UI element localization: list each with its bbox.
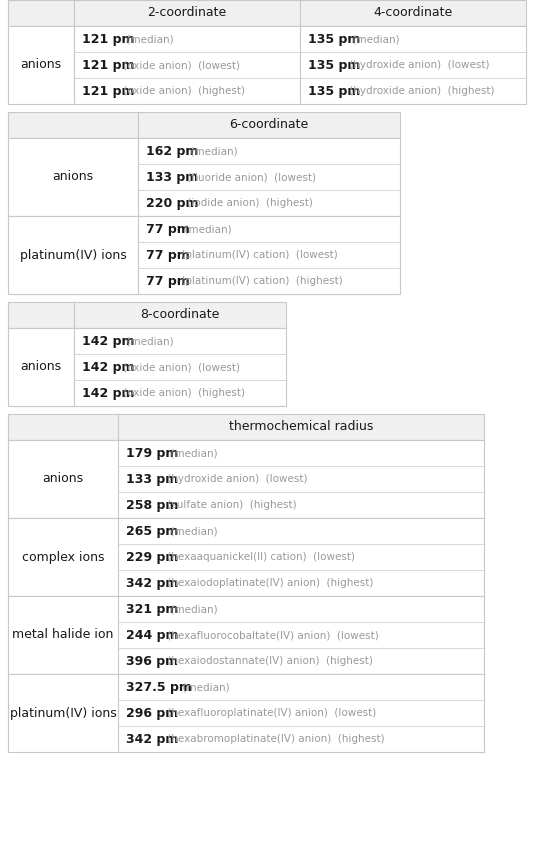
Text: platinum(IV) ions: platinum(IV) ions (10, 707, 116, 720)
Text: (sulfate anion)  (highest): (sulfate anion) (highest) (164, 500, 296, 510)
Text: 142 pm: 142 pm (82, 386, 135, 399)
Text: 2-coordinate: 2-coordinate (147, 6, 226, 19)
Text: 6-coordinate: 6-coordinate (230, 119, 309, 131)
Bar (8, 302, 286, 328)
Text: (median): (median) (120, 34, 174, 44)
Text: 229 pm: 229 pm (126, 550, 178, 563)
Text: 121 pm: 121 pm (82, 84, 135, 97)
Text: (iodide anion)  (highest): (iodide anion) (highest) (184, 198, 313, 208)
Text: (median): (median) (120, 336, 174, 346)
Text: platinum(IV) ions: platinum(IV) ions (20, 248, 127, 261)
Text: 121 pm: 121 pm (82, 58, 135, 71)
Text: 77 pm: 77 pm (146, 248, 190, 261)
Bar (8, 138, 400, 216)
Text: thermochemical radius: thermochemical radius (229, 420, 373, 433)
Text: metal halide ion: metal halide ion (12, 628, 114, 641)
Text: 162 pm: 162 pm (146, 144, 198, 157)
Text: 296 pm: 296 pm (126, 707, 178, 720)
Text: 220 pm: 220 pm (146, 196, 199, 209)
Text: 342 pm: 342 pm (126, 733, 178, 746)
Bar (8, 440, 484, 518)
Text: 135 pm: 135 pm (308, 58, 360, 71)
Text: (hydroxide anion)  (lowest): (hydroxide anion) (lowest) (346, 60, 489, 70)
Text: anions: anions (20, 360, 61, 373)
Text: anions: anions (20, 58, 61, 71)
Bar (8, 26, 526, 104)
Text: (hexafluorocobaltate(IV) anion)  (lowest): (hexafluorocobaltate(IV) anion) (lowest) (164, 630, 379, 640)
Text: (hexaiodostannate(IV) anion)  (highest): (hexaiodostannate(IV) anion) (highest) (164, 656, 373, 666)
Text: (oxide anion)  (highest): (oxide anion) (highest) (120, 388, 245, 398)
Text: 135 pm: 135 pm (308, 32, 360, 45)
Bar (8, 414, 484, 440)
Text: (hexaiodoplatinate(IV) anion)  (highest): (hexaiodoplatinate(IV) anion) (highest) (164, 578, 373, 588)
Bar (8, 596, 484, 674)
Bar (8, 328, 286, 406)
Text: 121 pm: 121 pm (82, 32, 135, 45)
Text: 396 pm: 396 pm (126, 654, 178, 667)
Text: 8-coordinate: 8-coordinate (140, 308, 219, 321)
Bar (8, 216, 400, 294)
Text: (platinum(IV) cation)  (lowest): (platinum(IV) cation) (lowest) (177, 250, 337, 260)
Text: anions: anions (42, 472, 83, 485)
Bar (8, 674, 484, 752)
Text: 244 pm: 244 pm (126, 628, 178, 641)
Text: (hexabromoplatinate(IV) anion)  (highest): (hexabromoplatinate(IV) anion) (highest) (164, 734, 384, 744)
Text: anions: anions (52, 170, 93, 183)
Text: (median): (median) (164, 448, 217, 458)
Text: (median): (median) (184, 146, 238, 156)
Text: (hydroxide anion)  (lowest): (hydroxide anion) (lowest) (164, 474, 307, 484)
Text: (median): (median) (346, 34, 399, 44)
Text: 133 pm: 133 pm (146, 170, 198, 183)
Text: 77 pm: 77 pm (146, 222, 190, 235)
Text: (median): (median) (177, 224, 231, 234)
Text: 327.5 pm: 327.5 pm (126, 681, 192, 694)
Text: (oxide anion)  (lowest): (oxide anion) (lowest) (120, 362, 240, 372)
Text: (hydroxide anion)  (highest): (hydroxide anion) (highest) (346, 86, 494, 96)
Text: (platinum(IV) cation)  (highest): (platinum(IV) cation) (highest) (177, 276, 342, 286)
Text: (oxide anion)  (highest): (oxide anion) (highest) (120, 86, 245, 96)
Bar (8, 112, 400, 138)
Text: (median): (median) (164, 604, 217, 614)
Bar (8, 518, 484, 596)
Text: (fluoride anion)  (lowest): (fluoride anion) (lowest) (184, 172, 316, 182)
Text: 321 pm: 321 pm (126, 602, 178, 615)
Text: 179 pm: 179 pm (126, 446, 178, 459)
Text: (median): (median) (176, 682, 230, 692)
Text: (hexafluoroplatinate(IV) anion)  (lowest): (hexafluoroplatinate(IV) anion) (lowest) (164, 708, 376, 718)
Text: complex ions: complex ions (22, 550, 104, 563)
Text: 4-coordinate: 4-coordinate (373, 6, 453, 19)
Text: 142 pm: 142 pm (82, 334, 135, 347)
Text: 135 pm: 135 pm (308, 84, 360, 97)
Text: 258 pm: 258 pm (126, 498, 178, 511)
Text: (oxide anion)  (lowest): (oxide anion) (lowest) (120, 60, 240, 70)
Text: 265 pm: 265 pm (126, 524, 178, 537)
Bar (8, 0, 526, 26)
Text: 133 pm: 133 pm (126, 472, 178, 485)
Text: 342 pm: 342 pm (126, 576, 178, 589)
Text: (hexaaquanickel(II) cation)  (lowest): (hexaaquanickel(II) cation) (lowest) (164, 552, 355, 562)
Text: 77 pm: 77 pm (146, 274, 190, 287)
Text: 142 pm: 142 pm (82, 360, 135, 373)
Text: (median): (median) (164, 526, 217, 536)
